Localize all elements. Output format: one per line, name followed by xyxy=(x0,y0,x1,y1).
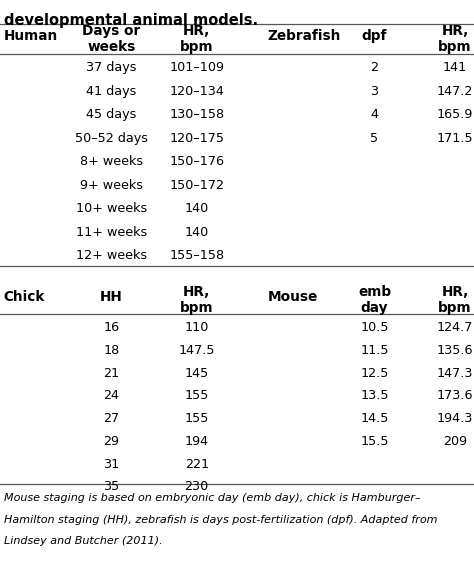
Text: 11.5: 11.5 xyxy=(360,344,389,357)
Text: 8+ weeks: 8+ weeks xyxy=(80,155,143,168)
Text: 171.5: 171.5 xyxy=(437,132,474,145)
Text: 45 days: 45 days xyxy=(86,108,137,121)
Text: 29: 29 xyxy=(103,435,119,448)
Text: 13.5: 13.5 xyxy=(360,389,389,402)
Text: 150–172: 150–172 xyxy=(169,179,224,191)
Text: 10.5: 10.5 xyxy=(360,321,389,334)
Text: 120–134: 120–134 xyxy=(169,85,224,98)
Text: 155: 155 xyxy=(184,412,209,425)
Text: 194: 194 xyxy=(185,435,209,448)
Text: Mouse staging is based on embryonic day (emb day), chick is Hamburger–: Mouse staging is based on embryonic day … xyxy=(4,493,420,503)
Text: 135.6: 135.6 xyxy=(437,344,474,357)
Text: 141: 141 xyxy=(443,62,467,74)
Text: Hamilton staging (HH), zebrafish is days post-fertilization (dpf). Adapted from: Hamilton staging (HH), zebrafish is days… xyxy=(4,515,438,524)
Text: 31: 31 xyxy=(103,458,119,470)
Text: 12.5: 12.5 xyxy=(360,367,389,380)
Text: 24: 24 xyxy=(103,389,119,402)
Text: 221: 221 xyxy=(185,458,209,470)
Text: 5: 5 xyxy=(370,132,379,145)
Text: 50–52 days: 50–52 days xyxy=(75,132,148,145)
Text: HR,
bpm: HR, bpm xyxy=(180,24,213,54)
Text: 21: 21 xyxy=(103,367,119,380)
Text: HH: HH xyxy=(100,290,123,304)
Text: 140: 140 xyxy=(184,225,209,239)
Text: Zebrafish: Zebrafish xyxy=(268,29,341,43)
Text: 147.3: 147.3 xyxy=(437,367,474,380)
Text: 2: 2 xyxy=(371,62,378,74)
Text: HR,
bpm: HR, bpm xyxy=(438,285,472,315)
Text: 155: 155 xyxy=(184,389,209,402)
Text: 150–176: 150–176 xyxy=(169,155,224,168)
Text: 230: 230 xyxy=(184,480,209,493)
Text: 120–175: 120–175 xyxy=(169,132,224,145)
Text: 124.7: 124.7 xyxy=(437,321,473,334)
Text: 11+ weeks: 11+ weeks xyxy=(76,225,147,239)
Text: 145: 145 xyxy=(184,367,209,380)
Text: 101–109: 101–109 xyxy=(169,62,224,74)
Text: emb
day: emb day xyxy=(358,285,391,315)
Text: HR,
bpm: HR, bpm xyxy=(180,285,213,315)
Text: 41 days: 41 days xyxy=(86,85,137,98)
Text: 18: 18 xyxy=(103,344,119,357)
Text: dpf: dpf xyxy=(362,29,387,43)
Text: Human: Human xyxy=(4,29,58,43)
Text: 209: 209 xyxy=(443,435,467,448)
Text: Lindsey and Butcher (2011).: Lindsey and Butcher (2011). xyxy=(4,536,163,546)
Text: 3: 3 xyxy=(370,85,379,98)
Text: 155–158: 155–158 xyxy=(169,249,224,262)
Text: 140: 140 xyxy=(184,202,209,215)
Text: developmental animal models.: developmental animal models. xyxy=(4,13,258,28)
Text: Mouse: Mouse xyxy=(268,290,318,304)
Text: Days or
weeks: Days or weeks xyxy=(82,24,140,54)
Text: HR,
bpm: HR, bpm xyxy=(438,24,472,54)
Text: 15.5: 15.5 xyxy=(360,435,389,448)
Text: 147.5: 147.5 xyxy=(178,344,215,357)
Text: 130–158: 130–158 xyxy=(169,108,224,121)
Text: 37 days: 37 days xyxy=(86,62,137,74)
Text: 110: 110 xyxy=(184,321,209,334)
Text: 16: 16 xyxy=(103,321,119,334)
Text: Chick: Chick xyxy=(4,290,45,304)
Text: 35: 35 xyxy=(103,480,119,493)
Text: 10+ weeks: 10+ weeks xyxy=(76,202,147,215)
Text: 173.6: 173.6 xyxy=(437,389,474,402)
Text: 165.9: 165.9 xyxy=(437,108,473,121)
Text: 194.3: 194.3 xyxy=(437,412,473,425)
Text: 147.2: 147.2 xyxy=(437,85,473,98)
Text: 14.5: 14.5 xyxy=(360,412,389,425)
Text: 27: 27 xyxy=(103,412,119,425)
Text: 9+ weeks: 9+ weeks xyxy=(80,179,143,191)
Text: 4: 4 xyxy=(371,108,378,121)
Text: 12+ weeks: 12+ weeks xyxy=(76,249,147,262)
